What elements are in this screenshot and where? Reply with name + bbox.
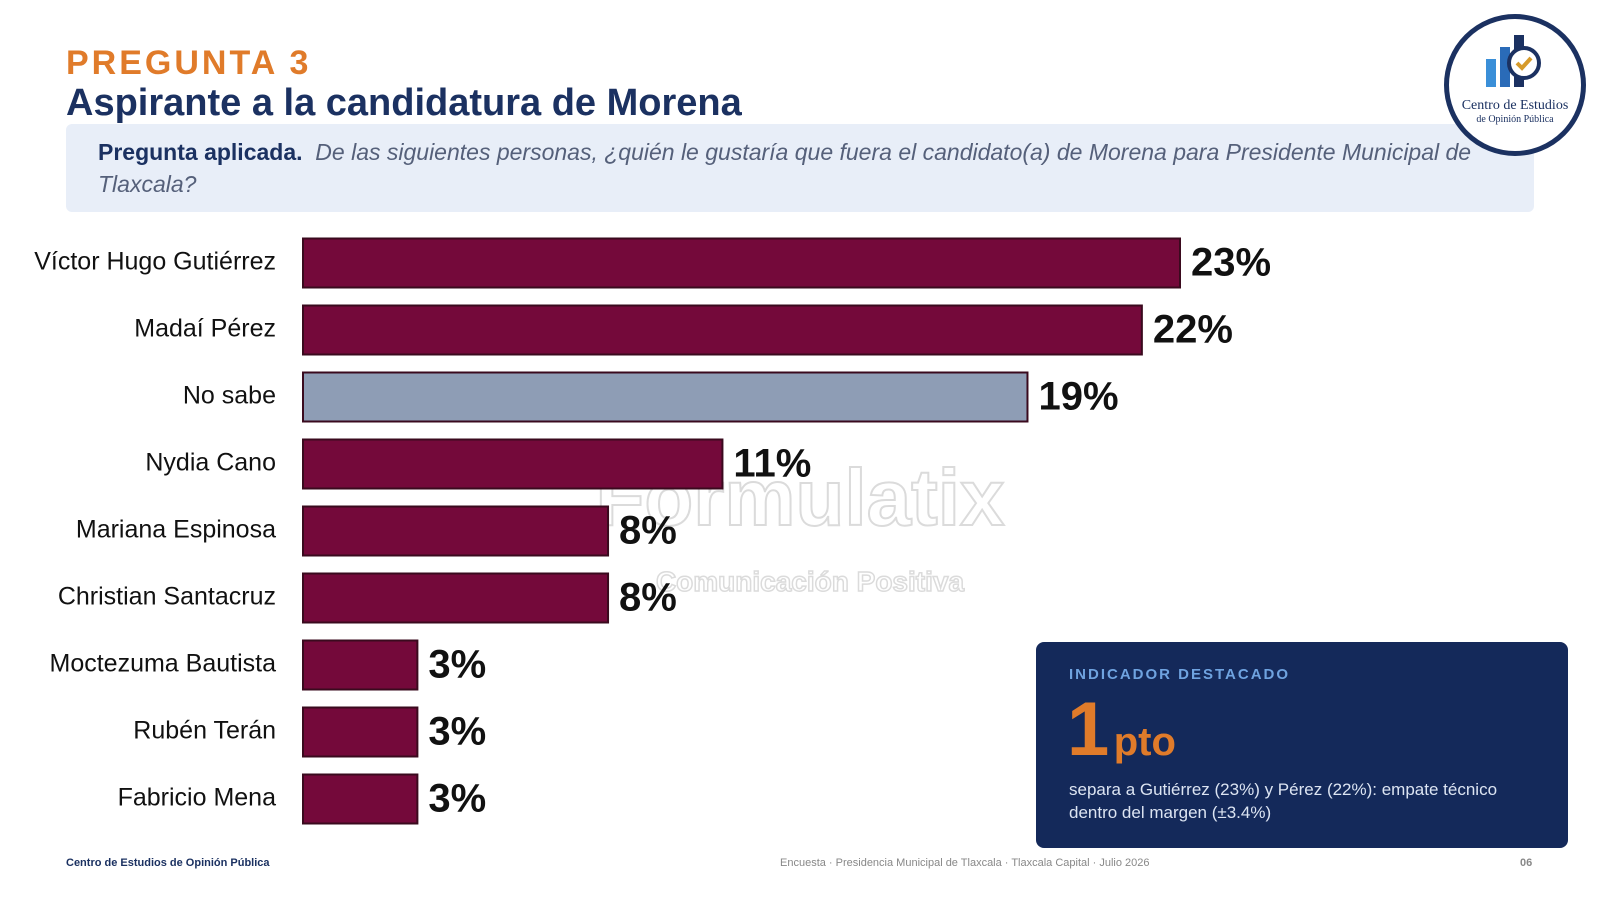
bar <box>302 706 419 758</box>
bar <box>302 371 1029 423</box>
footer-left: Centro de Estudios de Opinión Pública <box>66 857 270 869</box>
bar <box>302 304 1143 356</box>
category-label: Christian Santacruz <box>58 583 276 611</box>
footer-page: 06 <box>1520 857 1533 869</box>
value-label: 8% <box>619 509 677 553</box>
logo-line2: de Opinión Pública <box>1476 114 1554 125</box>
value-label: 3% <box>428 777 486 821</box>
bar <box>302 237 1181 289</box>
category-label: Rubén Terán <box>133 717 276 745</box>
title: Aspirante a la candidatura de Morena <box>66 82 742 124</box>
category-label: Moctezuma Bautista <box>50 650 277 678</box>
value-label: 3% <box>428 643 486 687</box>
indicator-unit: pto <box>1113 720 1176 764</box>
footer-center: Encuesta · Presidencia Municipal de Tlax… <box>780 857 1150 869</box>
bar <box>302 572 610 624</box>
value-label: 19% <box>1038 375 1118 419</box>
kicker: PREGUNTA 3 <box>66 44 312 82</box>
value-label: 22% <box>1153 308 1233 352</box>
category-label: Madaí Pérez <box>134 315 276 343</box>
bar-chart: Fórmulatix Comunicación Positiva Víctor … <box>34 237 1271 825</box>
indicator-label: INDICADOR DESTACADO <box>1069 666 1291 683</box>
bar <box>302 438 724 490</box>
indicator-value: 1 pto <box>1067 686 1176 773</box>
logo-line1: Centro de Estudios <box>1461 98 1569 113</box>
category-label: Mariana Espinosa <box>76 516 276 544</box>
question: Pregunta aplicada. De las siguientes per… <box>98 136 1498 200</box>
logo: Centro de Estudios de Opinión Pública <box>1444 14 1586 156</box>
value-label: 11% <box>733 442 811 486</box>
question-label: Pregunta aplicada. <box>98 139 303 165</box>
bar <box>302 639 419 691</box>
logo-icon <box>1486 35 1541 87</box>
category-label: No sabe <box>183 382 276 410</box>
value-label: 23% <box>1191 241 1271 285</box>
category-label: Nydia Cano <box>145 449 276 477</box>
bar <box>302 773 419 825</box>
indicator-number: 1 <box>1067 687 1110 772</box>
bar <box>302 505 610 557</box>
value-label: 8% <box>619 576 677 620</box>
question-box <box>66 124 1534 212</box>
indicator-box: INDICADOR DESTACADO 1 pto separa a Gutié… <box>1036 642 1568 848</box>
category-label: Víctor Hugo Gutiérrez <box>34 248 276 276</box>
indicator-text: separa a Gutiérrez (23%) y Pérez (22%): … <box>1069 780 1498 822</box>
watermark-tagline: Comunicación Positiva <box>656 566 964 597</box>
question-text: De las siguientes personas, ¿quién le gu… <box>98 139 1472 197</box>
value-label: 3% <box>428 710 486 754</box>
category-label: Fabricio Mena <box>118 784 276 812</box>
